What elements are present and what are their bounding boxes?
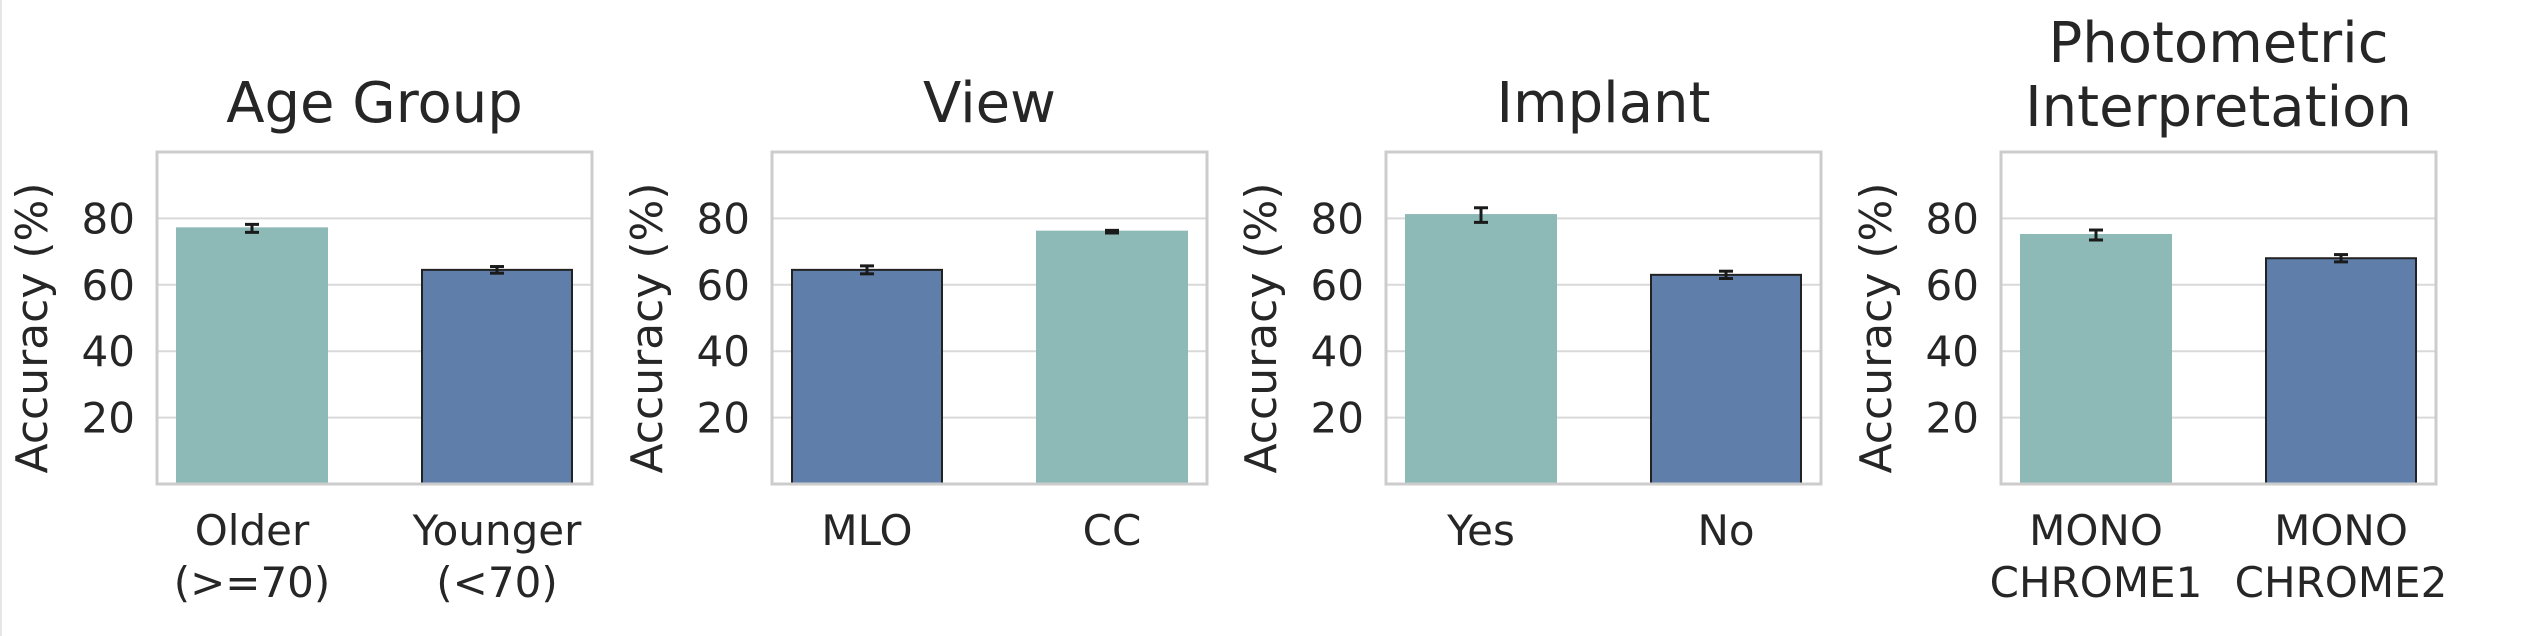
y-tick-label: 60	[1926, 261, 1979, 310]
error-bar	[1719, 269, 1733, 280]
chart-panel-3: Implant Yes No 20 40 60 80 Accuracy (%)	[1236, 71, 1823, 555]
y-tick-label: 40	[82, 327, 135, 376]
chart-title: View	[923, 71, 1056, 136]
y-axis-label: Accuracy (%)	[1851, 182, 1902, 473]
y-tick-label: 20	[82, 394, 135, 443]
axes-frame	[1384, 150, 1823, 486]
y-tick-label: 40	[697, 327, 750, 376]
x-tick-label: CHROME1	[1990, 558, 2203, 607]
x-tick-label: No	[1697, 506, 1754, 555]
chart-title: Age Group	[226, 71, 523, 136]
y-axis-label: Accuracy (%)	[622, 182, 673, 473]
chart-panel-2: View MLO CC 20 40 60 80 Accuracy (%)	[622, 71, 1209, 555]
y-tick-label: 20	[1311, 394, 1364, 443]
y-tick-label: 60	[697, 261, 750, 310]
bar	[791, 268, 943, 485]
x-tick-label: MONO	[2274, 506, 2408, 555]
axes-frame	[155, 150, 594, 486]
y-tick-label: 60	[1311, 261, 1364, 310]
bar	[1405, 214, 1557, 486]
x-tick-label: (<70)	[436, 558, 557, 607]
error-bar	[490, 265, 504, 275]
error-bar	[245, 222, 259, 234]
y-tick-label: 60	[82, 261, 135, 310]
bar	[2265, 257, 2417, 485]
chart-title: Implant	[1497, 71, 1711, 136]
x-tick-label: MONO	[2029, 506, 2163, 555]
error-bar	[860, 264, 874, 276]
y-tick-label: 80	[1926, 194, 1979, 243]
x-tick-label: (>=70)	[174, 558, 331, 607]
error-bar	[1105, 228, 1119, 235]
y-tick-label: 40	[1926, 327, 1979, 376]
chart-title: Photometric	[2048, 11, 2388, 76]
y-tick-label: 40	[1311, 327, 1364, 376]
x-tick-label: MLO	[821, 506, 912, 555]
y-tick-label: 80	[697, 194, 750, 243]
y-tick-label: 80	[1311, 194, 1364, 243]
x-tick-label: CC	[1083, 506, 1142, 555]
axes-frame	[770, 150, 1209, 486]
chart-panel-4: PhotometricInterpretationMONOCHROME1MONO…	[1851, 11, 2447, 607]
bar	[1650, 273, 1802, 485]
chart-title: Interpretation	[2025, 75, 2412, 140]
axes-frame	[1999, 150, 2438, 486]
y-tick-label: 20	[1926, 394, 1979, 443]
error-bar	[2089, 228, 2103, 242]
error-bar	[1474, 206, 1488, 224]
x-tick-label: CHROME2	[2235, 558, 2448, 607]
y-tick-label: 80	[82, 194, 135, 243]
bar	[1036, 230, 1188, 485]
x-tick-label: Younger	[412, 506, 583, 555]
page-left-border	[0, 0, 2, 636]
bar	[176, 227, 328, 485]
error-bar	[2334, 253, 2348, 264]
x-tick-label: Older	[195, 506, 310, 555]
bar	[421, 268, 573, 485]
x-tick-label: Yes	[1446, 506, 1515, 555]
y-axis-label: Accuracy (%)	[1236, 182, 1287, 473]
chart-panel-1: Age Group Older(>=70) Younger(<70) 20 40 60 80…	[7, 71, 594, 607]
y-axis-label: Accuracy (%)	[7, 182, 58, 473]
y-tick-label: 20	[697, 394, 750, 443]
bar	[2020, 234, 2172, 485]
